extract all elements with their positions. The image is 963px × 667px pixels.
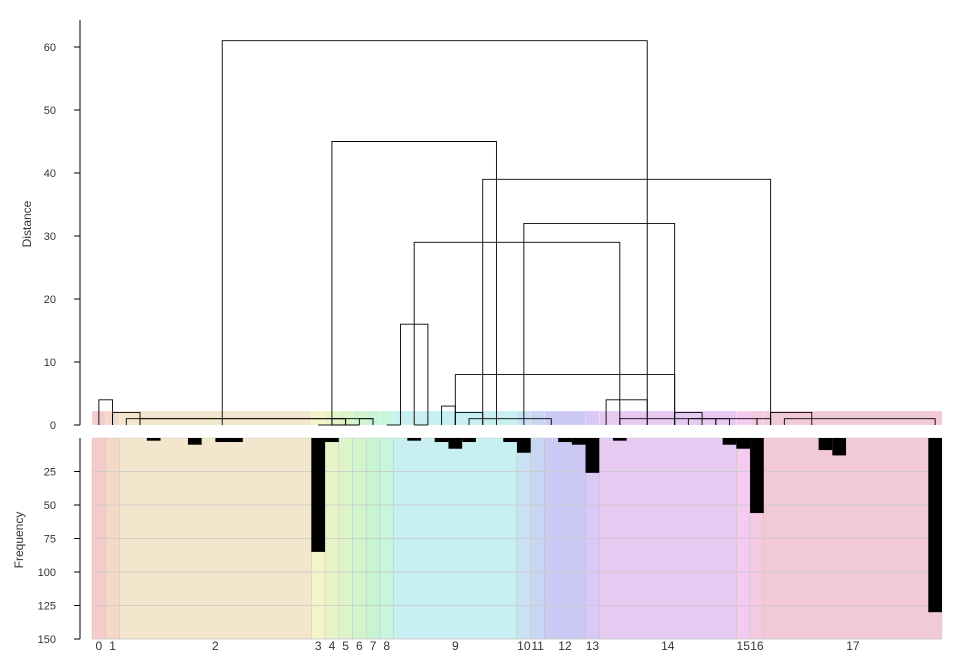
cluster-label-9: 9 xyxy=(452,639,459,653)
dendrogram-link-23 xyxy=(605,399,648,425)
cluster-label-7: 7 xyxy=(370,639,377,653)
distance-tick-label-20: 20 xyxy=(44,294,56,306)
cluster-label-1: 1 xyxy=(109,639,116,653)
dendrogram-band-13 xyxy=(585,410,600,426)
distance-tick-label-50: 50 xyxy=(44,105,56,117)
frequency-bar-4 xyxy=(146,438,161,441)
dendrogram-link-8 xyxy=(221,40,648,425)
frequency-bar-23 xyxy=(407,438,422,441)
frequency-bar-16 xyxy=(311,438,326,552)
dendrogram-band-8 xyxy=(379,410,394,426)
frequency-bar-61 xyxy=(928,438,942,613)
frequency-bar-27 xyxy=(462,438,476,443)
distance-tick-label-60: 60 xyxy=(44,42,56,54)
cluster-label-2: 2 xyxy=(212,639,219,653)
frequency-bar-17 xyxy=(325,438,339,443)
dendrogram-link-19 xyxy=(468,418,552,425)
cluster-label-10: 10 xyxy=(517,639,531,653)
frequency-bar-53 xyxy=(818,438,833,451)
distance-axis-label: Distance xyxy=(20,200,34,247)
dendrogram-link-16 xyxy=(454,374,676,425)
dendrogram-link-27 xyxy=(783,418,936,425)
frequency-bar-46 xyxy=(722,438,737,445)
frequency-bar-26 xyxy=(448,438,463,449)
cluster-label-0: 0 xyxy=(96,639,103,653)
cluster-label-17: 17 xyxy=(846,639,860,653)
frequency-bar-31 xyxy=(517,438,531,453)
frequency-bar-54 xyxy=(832,438,847,456)
cluster-label-5: 5 xyxy=(342,639,349,653)
dendrogram-band-12 xyxy=(544,410,586,426)
dendrogram-band-3 xyxy=(311,410,326,426)
frequency-axis-label: Frequency xyxy=(12,512,26,569)
dendrogram-cluster-bands xyxy=(91,410,943,426)
frequency-bar-25 xyxy=(434,438,449,443)
cluster-label-4: 4 xyxy=(329,639,336,653)
distance-tick-label-30: 30 xyxy=(44,231,56,243)
dendrogram-links xyxy=(98,40,936,426)
frequency-tick-label-50: 50 xyxy=(44,500,56,512)
frequency-bar-35 xyxy=(571,438,586,445)
frequency-tick-label-150: 150 xyxy=(38,634,56,646)
histogram-gridlines xyxy=(92,471,942,640)
frequency-tick-label-100: 100 xyxy=(38,567,56,579)
cluster-label-12: 12 xyxy=(558,639,572,653)
frequency-tick-label-125: 125 xyxy=(38,601,56,613)
frequency-bar-48 xyxy=(750,438,764,514)
cluster-label-15: 15 xyxy=(737,639,751,653)
dendrogram-link-9 xyxy=(331,141,497,425)
distance-tick-label-0: 0 xyxy=(50,420,56,432)
frequency-bars xyxy=(146,438,942,613)
distance-tick-label-10: 10 xyxy=(44,357,56,369)
dendrogram-band-15 xyxy=(736,410,751,426)
frequency-bar-34 xyxy=(558,438,572,443)
dendrogram-band-17 xyxy=(763,410,943,426)
cluster-label-8: 8 xyxy=(383,639,390,653)
frequency-bar-10 xyxy=(229,438,243,443)
dendrogram-band-11 xyxy=(530,410,545,426)
frequency-bar-9 xyxy=(215,438,230,443)
dendrogram-band-2 xyxy=(119,410,312,426)
frequency-bar-7 xyxy=(187,438,202,445)
frequency-bar-47 xyxy=(736,438,751,449)
dendrogram-link-12 xyxy=(400,323,429,425)
cluster-label-3: 3 xyxy=(315,639,322,653)
cluster-label-11: 11 xyxy=(531,639,544,653)
cluster-label-16: 16 xyxy=(750,639,764,653)
frequency-tick-label-25: 25 xyxy=(44,467,56,479)
dendrogram-link-7 xyxy=(358,418,374,425)
dendrogram-link-15 xyxy=(523,222,676,425)
cluster-label-14: 14 xyxy=(661,639,675,653)
distance-tick-label-40: 40 xyxy=(44,168,56,180)
frequency-bar-36 xyxy=(585,438,600,473)
dendrogram-link-10 xyxy=(482,178,772,425)
cluster-label-6: 6 xyxy=(356,639,363,653)
frequency-bar-38 xyxy=(612,438,627,441)
dendrogram-link-11 xyxy=(413,241,621,425)
cluster-label-13: 13 xyxy=(586,639,600,653)
frequency-tick-label-75: 75 xyxy=(44,534,56,546)
frequency-bar-30 xyxy=(503,438,517,443)
